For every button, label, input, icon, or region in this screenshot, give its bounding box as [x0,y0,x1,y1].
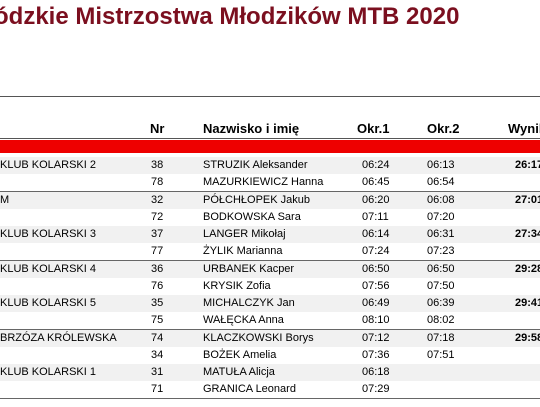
table-row: 78 MAZURKIEWICZ Hanna 06:45 06:54 [0,174,540,191]
team-name: KLUB KOLARSKI 4 [0,262,96,275]
rider-lap2: 07:23 [427,245,455,257]
team-result: 29:28 [515,262,540,275]
team-group: KLUB KOLARSKI 4 36 URBANEK Kacper 06:50 06:5… [0,260,540,296]
team-name: BRZÓZA KRÓLEWSKA [0,331,117,344]
rider-lap2: 06:50 [427,262,455,275]
table-row: 72 BODKOWSKA Sara 07:11 07:20 [0,209,540,226]
rider-name: STRUZIK Aleksander [203,159,308,171]
rider-lap1: 06:50 [362,262,390,275]
team-group: KLUB KOLARSKI 1 31 MATUŁA Alicja 06:18 71 GRA… [0,364,540,399]
rider-lap2: 08:02 [427,314,455,326]
rider-name: MAZURKIEWICZ Hanna [203,176,324,188]
team-result: 29:41 [515,297,540,309]
team-group: KLUB KOLARSKI 2 38 STRUZIK Aleksander 06:24… [0,157,540,192]
table-row: KLUB KOLARSKI 4 36 URBANEK Kacper 06:50 06:5… [0,260,540,278]
team-result: 26:17 [515,159,540,171]
rider-nr: 38 [151,159,164,171]
header-result: Wynil [508,121,540,136]
header-lap2: Okr.2 [427,121,460,136]
rider-lap2: 06:13 [427,159,455,171]
team-group: M 32 PÓŁCHŁOPEK Jakub 06:20 06:08 27:01 72 BODK… [0,191,540,227]
table-row: KLUB KOLARSKI 2 38 STRUZIK Aleksander 06:24… [0,157,540,174]
rider-nr: 77 [151,245,164,257]
rider-lap1: 06:14 [362,228,390,240]
team-name: M [0,193,10,206]
rider-lap1: 07:12 [362,331,390,344]
team-name: KLUB KOLARSKI 5 [0,297,96,309]
rider-lap1: 06:45 [362,176,390,188]
table-row: KLUB KOLARSKI 5 35 MICHALCZYK Jan 06:49 06:3… [0,295,540,312]
table-row: BRZÓZA KRÓLEWSKA 74 KLACZKOWSKI Borys 07:12… [0,329,540,347]
rider-nr: 76 [151,279,164,292]
header-divider [0,138,540,139]
rider-name: PÓŁCHŁOPEK Jakub [203,193,310,206]
team-group: KLUB KOLARSKI 5 35 MICHALCZYK Jan 06:49 06:3… [0,295,540,330]
header-lap1: Okr.1 [357,121,390,136]
team-group: KLUB KOLARSKI 3 37 LANGER Mikołaj 06:14 06:3… [0,226,540,261]
team-result: 29:58 [515,331,540,344]
rider-lap2: 07:51 [427,348,455,361]
rider-nr: 78 [151,176,164,188]
rider-nr: 35 [151,297,164,309]
rider-lap1: 07:11 [362,210,389,223]
team-group: BRZÓZA KRÓLEWSKA 74 KLACZKOWSKI Borys 07:12… [0,329,540,365]
rider-lap1: 06:20 [362,193,390,206]
rider-lap1: 07:24 [362,245,390,257]
team-name: KLUB KOLARSKI 3 [0,228,96,240]
team-name: KLUB KOLARSKI 1 [0,366,96,378]
rider-nr: 31 [151,366,164,378]
rider-lap2: 06:31 [427,228,455,240]
table-row: M 32 PÓŁCHŁOPEK Jakub 06:20 06:08 27:01 [0,191,540,209]
header-name: Nazwisko i imię [203,121,300,136]
rider-name: KRYSIK Zofia [203,279,271,292]
rider-lap1: 08:10 [362,314,390,326]
table-row: 34 BOŻEK Amelia 07:36 07:51 [0,347,540,364]
team-name: KLUB KOLARSKI 2 [0,159,96,171]
rider-nr: 75 [151,314,164,326]
rider-lap1: 07:29 [362,383,390,395]
header-nr: Nr [150,121,165,136]
top-divider [0,96,540,97]
rider-lap2: 06:54 [427,176,455,188]
rider-name: KLACZKOWSKI Borys [203,331,314,344]
rider-name: URBANEK Kacper [203,262,295,275]
rider-nr: 71 [151,383,164,395]
rider-name: WAŁĘCKA Anna [203,314,284,326]
rider-lap2: 07:50 [427,279,455,292]
rider-lap2: 07:20 [427,210,455,223]
rider-nr: 72 [151,210,164,223]
rider-name: MICHALCZYK Jan [203,297,295,309]
rider-name: LANGER Mikołaj [203,228,286,240]
category-bar [0,140,540,153]
rider-lap1: 07:56 [362,279,390,292]
rider-name: GRANICA Leonard [203,383,296,395]
rider-name: ŻYLIK Marianna [203,245,283,257]
table-row: KLUB KOLARSKI 3 37 LANGER Mikołaj 06:14 06:3… [0,226,540,243]
rider-lap2: 06:08 [427,193,455,206]
team-result: 27:34 [515,228,540,240]
rider-lap2: 06:39 [427,297,455,309]
rider-name: BODKOWSKA Sara [203,210,301,223]
table-row: 77 ŻYLIK Marianna 07:24 07:23 [0,243,540,260]
table-row: 75 WAŁĘCKA Anna 08:10 08:02 [0,312,540,329]
rider-name: BOŻEK Amelia [203,348,277,361]
rider-nr: 32 [151,193,164,206]
rider-lap1: 07:36 [362,348,390,361]
page-title: ódzkie Mistrzostwa Młodzików MTB 2020 [0,3,460,30]
rider-nr: 74 [151,331,164,344]
rider-name: MATUŁA Alicja [203,366,275,378]
rider-nr: 37 [151,228,164,240]
rider-lap1: 06:24 [362,159,390,171]
rider-lap1: 06:18 [362,366,390,378]
team-result: 27:01 [515,193,540,206]
table-row: KLUB KOLARSKI 1 31 MATUŁA Alicja 06:18 [0,364,540,381]
rider-nr: 34 [151,348,164,361]
table-row: 76 KRYSIK Zofia 07:56 07:50 [0,278,540,295]
rider-lap1: 06:49 [362,297,390,309]
table-row: 71 GRANICA Leonard 07:29 [0,381,540,398]
rider-nr: 36 [151,262,164,275]
rider-lap2: 07:18 [427,331,455,344]
